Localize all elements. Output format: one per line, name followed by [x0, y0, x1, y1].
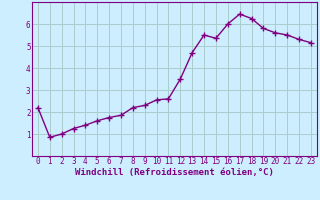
X-axis label: Windchill (Refroidissement éolien,°C): Windchill (Refroidissement éolien,°C)	[75, 168, 274, 177]
